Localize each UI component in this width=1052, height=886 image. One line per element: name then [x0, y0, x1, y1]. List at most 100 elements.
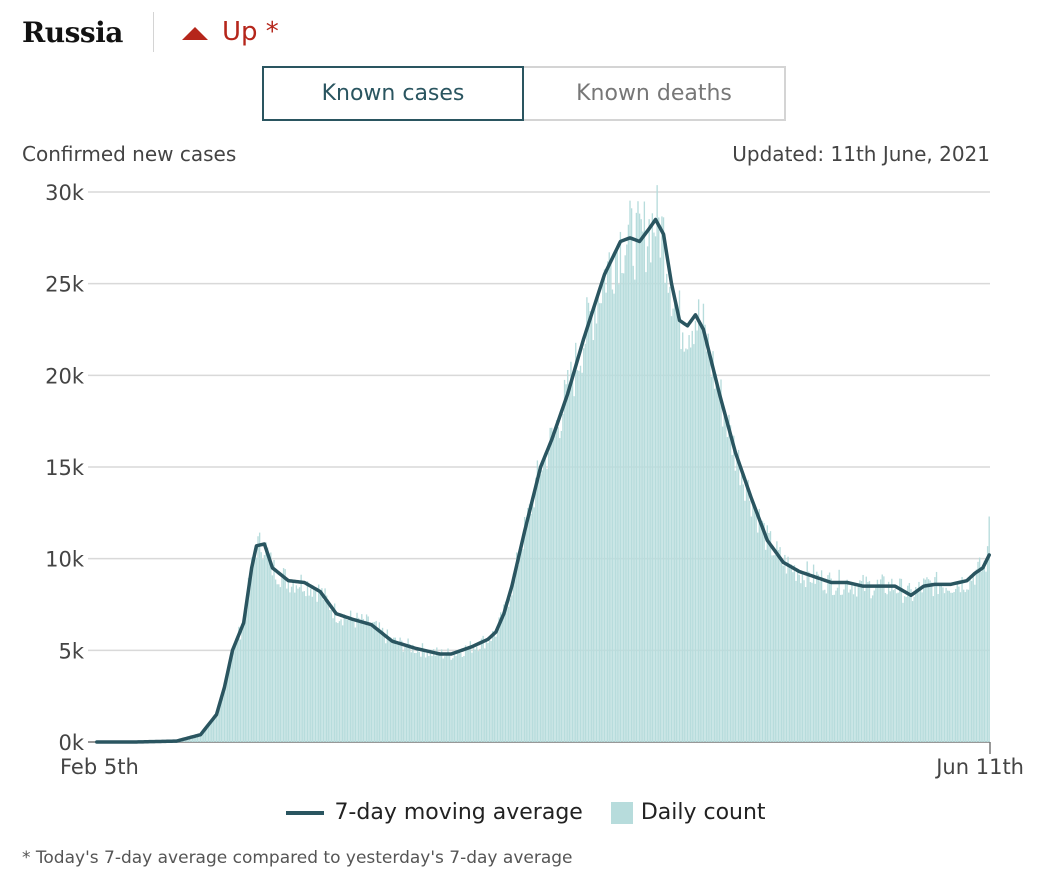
daily-bar: [375, 620, 377, 742]
daily-bar: [204, 729, 207, 742]
daily-bar: [627, 224, 630, 742]
daily-bar: [838, 569, 840, 742]
daily-bar: [950, 592, 952, 742]
daily-bar: [892, 590, 895, 742]
daily-bar: [803, 580, 805, 742]
daily-bar: [720, 379, 722, 742]
daily-bar: [897, 592, 899, 742]
daily-bar: [260, 552, 262, 742]
daily-bar: [768, 533, 770, 742]
daily-bar: [728, 414, 730, 742]
daily-bar: [977, 561, 979, 742]
daily-bar: [484, 648, 486, 742]
daily-bar: [507, 606, 510, 742]
daily-bar: [322, 599, 325, 742]
daily-bar: [476, 646, 478, 742]
daily-bar: [980, 571, 982, 742]
daily-bar: [824, 589, 826, 742]
daily-bar: [456, 653, 459, 742]
daily-bar: [281, 574, 283, 742]
daily-bar: [804, 587, 807, 742]
daily-bar: [688, 335, 690, 742]
daily-bar: [217, 706, 219, 742]
daily-bar: [273, 559, 275, 742]
daily-bar: [185, 738, 187, 742]
daily-bar: [295, 585, 298, 742]
daily-bar: [531, 495, 534, 742]
daily-bar: [367, 616, 369, 742]
daily-bar: [389, 637, 392, 742]
daily-bar: [578, 370, 580, 742]
legend-line-label: 7-day moving average: [334, 800, 583, 825]
daily-bar: [621, 273, 623, 742]
daily-bar: [693, 344, 695, 742]
daily-bar: [576, 370, 579, 742]
daily-bar: [546, 468, 548, 742]
daily-bar: [440, 649, 443, 742]
daily-bar: [341, 625, 344, 742]
trend-label: Up *: [221, 17, 279, 47]
daily-bar: [871, 595, 874, 742]
daily-bar: [650, 262, 652, 742]
daily-bar: [236, 642, 238, 742]
daily-bar: [974, 584, 976, 742]
daily-bar: [962, 589, 965, 742]
tab-known-cases[interactable]: Known cases: [262, 66, 524, 121]
daily-bar: [830, 578, 832, 742]
daily-bar: [286, 588, 288, 742]
daily-bar: [432, 649, 435, 742]
daily-bar: [819, 581, 821, 742]
daily-bar: [492, 630, 494, 742]
daily-bar: [421, 643, 424, 742]
daily-bar: [533, 507, 535, 742]
daily-bar: [707, 333, 709, 742]
trend-indicator: Up *: [181, 17, 279, 47]
daily-bar: [294, 592, 296, 742]
tab-known-deaths[interactable]: Known deaths: [524, 66, 786, 121]
daily-bar: [923, 578, 925, 742]
daily-bar: [840, 594, 842, 742]
daily-bar: [887, 581, 890, 742]
daily-bar: [589, 311, 591, 742]
daily-bar: [487, 642, 489, 742]
daily-bar: [903, 596, 906, 742]
daily-bar: [262, 559, 264, 742]
daily-bar: [206, 727, 208, 742]
daily-bar: [357, 617, 360, 742]
daily-bar: [575, 342, 577, 742]
daily-bar: [637, 201, 639, 742]
daily-bar: [324, 588, 326, 742]
daily-bar: [857, 583, 859, 742]
daily-bar: [477, 651, 480, 742]
daily-bar: [646, 246, 649, 743]
daily-bar: [254, 554, 256, 742]
daily-bar: [258, 532, 261, 742]
daily-bar: [326, 595, 328, 742]
daily-bar: [225, 684, 227, 742]
daily-bar: [741, 475, 743, 742]
daily-bar: [820, 570, 823, 742]
daily-bar: [806, 561, 808, 742]
daily-bar: [348, 617, 350, 742]
daily-bar: [346, 619, 349, 742]
daily-bar: [939, 585, 941, 742]
daily-bar: [624, 255, 626, 742]
daily-bar: [654, 236, 657, 743]
daily-bar: [642, 231, 644, 742]
daily-bar: [227, 674, 229, 742]
daily-bar: [828, 572, 831, 742]
daily-bar: [356, 612, 358, 742]
daily-bar: [988, 516, 990, 742]
daily-bar: [512, 573, 515, 742]
daily-bar: [638, 213, 641, 742]
daily-bar: [616, 251, 618, 742]
daily-bar: [876, 579, 879, 742]
daily-bar: [318, 584, 320, 742]
daily-bar: [276, 584, 278, 742]
daily-bar: [750, 516, 753, 742]
daily-bar: [889, 591, 891, 742]
footnote: * Today's 7-day average compared to yest…: [22, 848, 573, 868]
daily-bar: [669, 286, 671, 742]
daily-bar: [862, 574, 864, 742]
daily-bar: [361, 614, 363, 742]
